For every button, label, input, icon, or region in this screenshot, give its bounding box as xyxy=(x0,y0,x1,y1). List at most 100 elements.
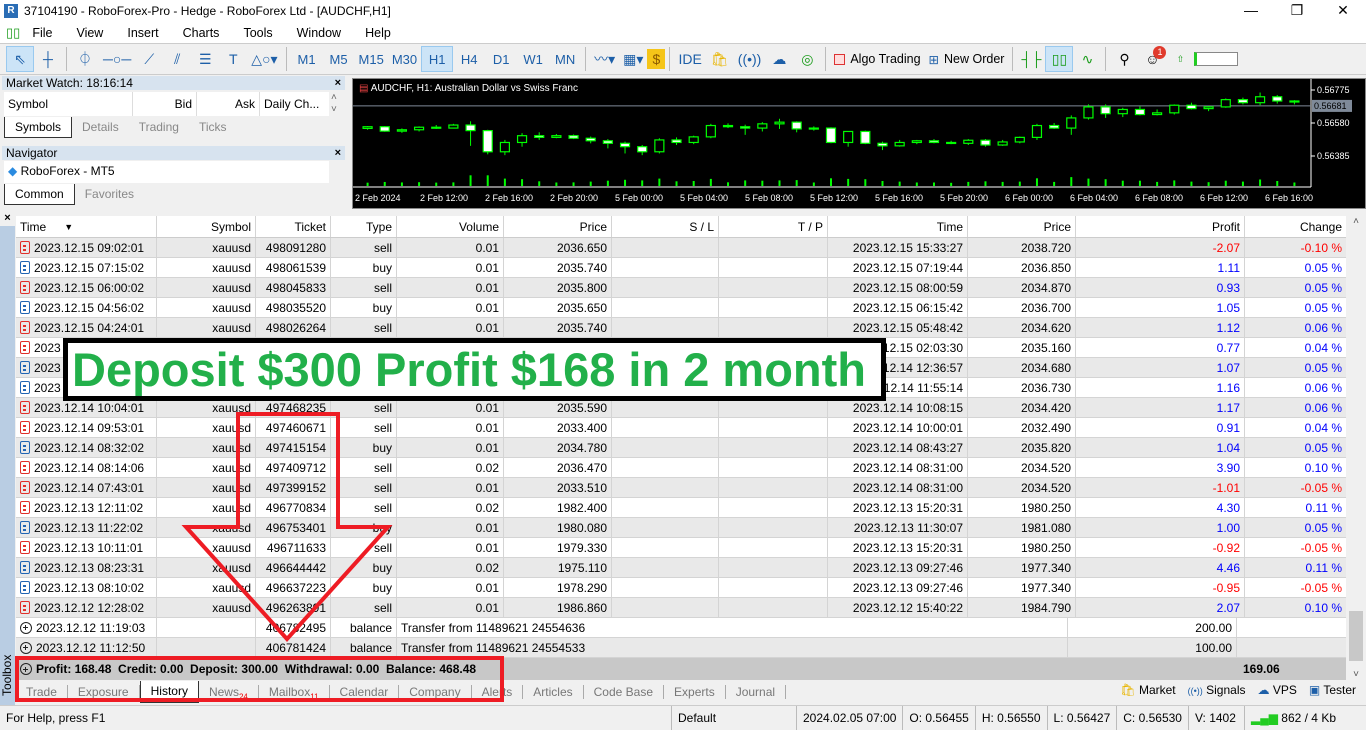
tab-details[interactable]: Details xyxy=(82,120,119,134)
dollar-icon[interactable]: $ xyxy=(647,49,666,69)
tab-trade[interactable]: Trade xyxy=(16,684,68,699)
vps-cloud-icon[interactable]: ☁ xyxy=(772,50,787,67)
table-row[interactable]: 2023.12.13 10:11:01 xauusd 496711633 sell 0.… xyxy=(16,538,1346,558)
menu-tools[interactable]: Tools xyxy=(243,25,273,40)
horizontal-line-icon[interactable]: ─○─ xyxy=(103,51,132,67)
menu-view[interactable]: View xyxy=(76,25,104,40)
chart-type-icon[interactable]: 〰▾ xyxy=(594,51,616,67)
tab-trading[interactable]: Trading xyxy=(138,120,179,134)
column-symbol[interactable]: Symbol xyxy=(4,92,133,116)
table-row[interactable]: 2023.12.15 04:24:01 xauusd 498026264 sell 0.… xyxy=(16,318,1346,338)
navigator-item-roboforex[interactable]: ◆ RoboForex - MT5 xyxy=(4,161,329,183)
algo-trading-button[interactable]: Algo Trading xyxy=(830,46,924,72)
market-tab[interactable]: 🛍 Market xyxy=(1120,683,1175,697)
column-daily-change[interactable]: Daily Ch... xyxy=(264,97,320,111)
column-header-4[interactable]: Volume xyxy=(397,216,504,237)
bar-chart-icon[interactable]: ┤├ xyxy=(1021,51,1042,67)
close-icon[interactable]: × xyxy=(334,77,341,89)
restore-button[interactable]: ❐ xyxy=(1290,2,1304,18)
timeframe-m30[interactable]: M30 xyxy=(391,51,418,67)
signals-tab[interactable]: ((•)) Signals xyxy=(1188,683,1246,697)
table-row[interactable]: 2023.12.14 08:32:02 xauusd 497415154 buy 0.0… xyxy=(16,438,1346,458)
column-header-7[interactable]: T / P xyxy=(719,216,828,237)
cursor-icon[interactable]: ⇖ xyxy=(6,46,34,72)
scroll-arrows-icon[interactable]: ˄ ˅ xyxy=(331,92,337,115)
shapes-icon[interactable]: △○▾ xyxy=(251,50,278,67)
menu-file[interactable]: File xyxy=(32,25,53,40)
tab-mailbox[interactable]: Mailbox11 xyxy=(259,684,330,701)
search-icon[interactable]: ⚲ xyxy=(1119,50,1130,67)
column-header-9[interactable]: Price xyxy=(968,216,1076,237)
table-scrollbar[interactable]: ˄ ˅ xyxy=(1346,216,1366,680)
scroll-thumb[interactable] xyxy=(1349,611,1363,661)
ide-button[interactable]: IDE xyxy=(678,51,702,67)
table-row[interactable]: 2023.12.12 11:12:50 406781424 balance Trans… xyxy=(16,638,1346,658)
tab-alerts[interactable]: Alerts xyxy=(472,684,524,699)
tab-exposure[interactable]: Exposure xyxy=(68,684,140,699)
table-row[interactable]: 2023.12.14 07:43:01 xauusd 497399152 sell 0.… xyxy=(16,478,1346,498)
table-row[interactable]: 2023.12.14 09:53:01 xauusd 497460671 sell 0.… xyxy=(16,418,1346,438)
tab-history[interactable]: History xyxy=(139,680,199,703)
price-chart[interactable]: 0.56775 0.56580 0.56385 0.56681 2 Feb 2024 2 … xyxy=(352,78,1366,209)
channel-icon[interactable]: ⫽ xyxy=(174,50,181,67)
table-row[interactable]: 2023.12.15 09:02:01 xauusd 498091280 sell 0.… xyxy=(16,238,1346,258)
menu-insert[interactable]: Insert xyxy=(127,25,159,40)
tab-common[interactable]: Common xyxy=(4,184,75,205)
close-icon[interactable]: × xyxy=(334,147,341,159)
table-row[interactable]: 2023.12.13 11:22:02 xauusd 496753401 buy 0.0… xyxy=(16,518,1346,538)
table-row[interactable]: 2023.12.15 07:15:02 xauusd 498061539 buy 0.0… xyxy=(16,258,1346,278)
tab-calendar[interactable]: Calendar xyxy=(330,684,400,699)
column-header-6[interactable]: S / L xyxy=(612,216,719,237)
column-bid[interactable]: Bid xyxy=(133,92,197,116)
notifications-icon[interactable]: ☺ 1 xyxy=(1138,46,1167,72)
tab-code-base[interactable]: Code Base xyxy=(584,684,665,699)
scroll-up-icon[interactable]: ˄ xyxy=(1353,216,1359,227)
tab-experts[interactable]: Experts xyxy=(664,684,726,699)
tab-company[interactable]: Company xyxy=(399,684,472,699)
trendline-icon[interactable]: ⟋ xyxy=(144,50,155,67)
new-order-button[interactable]: ⊞ New Order xyxy=(925,46,1009,72)
tester-tab[interactable]: ▣ Tester xyxy=(1309,683,1356,697)
timeframe-h1[interactable]: H1 xyxy=(421,46,454,72)
status-traffic[interactable]: ▂▄▆ 862 / 4 Kb xyxy=(1245,706,1342,730)
vps-tab[interactable]: ☁ VPS xyxy=(1257,683,1296,697)
column-header-2[interactable]: Ticket xyxy=(256,216,331,237)
timeframe-m15[interactable]: M15 xyxy=(358,51,384,67)
table-row[interactable]: 2023.12.15 04:56:02 xauusd 498035520 buy 0.0… xyxy=(16,298,1346,318)
menu-window[interactable]: Window xyxy=(296,25,342,40)
timeframe-m1[interactable]: M1 xyxy=(297,51,316,67)
crosshair-icon[interactable]: ┼ xyxy=(43,51,53,67)
table-row[interactable]: 2023.12.14 10:04:01 xauusd 497468235 sell 0.… xyxy=(16,398,1346,418)
fibonacci-icon[interactable]: ☰ xyxy=(199,50,212,67)
timeframe-h4[interactable]: H4 xyxy=(460,51,478,67)
column-header-0[interactable]: Time ▼ xyxy=(16,216,157,237)
timeframe-mn[interactable]: MN xyxy=(555,51,576,67)
column-ask[interactable]: Ask xyxy=(197,92,260,116)
table-row[interactable]: 2023.12.14 08:14:06 xauusd 497409712 sell 0.… xyxy=(16,458,1346,478)
market-bag-icon[interactable]: 🛍 xyxy=(710,50,729,67)
column-header-5[interactable]: Price xyxy=(504,216,612,237)
column-header-11[interactable]: Change xyxy=(1299,220,1342,234)
line-chart-icon[interactable]: ∿ xyxy=(1081,50,1094,67)
vertical-line-icon[interactable]: ⏀ xyxy=(78,51,92,67)
tab-articles[interactable]: Articles xyxy=(523,684,584,699)
table-row[interactable]: 2023.12.12 12:28:02 xauusd 496263891 sell 0.… xyxy=(16,598,1346,618)
table-row[interactable]: 2023.12.15 06:00:02 xauusd 498045833 sell 0.… xyxy=(16,278,1346,298)
tab-ticks[interactable]: Ticks xyxy=(198,120,227,134)
tab-news[interactable]: News24 xyxy=(199,684,259,701)
timeframe-m5[interactable]: M5 xyxy=(329,51,348,67)
menu-charts[interactable]: Charts xyxy=(182,25,220,40)
virtual-hosting-icon[interactable]: ◎ xyxy=(801,50,814,67)
status-profile[interactable]: Default xyxy=(672,706,797,730)
tab-journal[interactable]: Journal xyxy=(726,684,787,699)
column-header-10[interactable]: Profit xyxy=(1076,216,1245,237)
column-header-8[interactable]: Time xyxy=(828,216,968,237)
table-row[interactable]: 2023.12.13 12:11:02 xauusd 496770834 sell 0.… xyxy=(16,498,1346,518)
candlestick-icon[interactable]: ▯▯ xyxy=(1045,46,1074,72)
minimize-button[interactable]: — xyxy=(1244,2,1258,18)
toolbox-close-icon[interactable]: × xyxy=(0,212,15,226)
text-icon[interactable]: T xyxy=(229,51,238,67)
tab-symbols[interactable]: Symbols xyxy=(4,117,73,138)
column-header-1[interactable]: Symbol xyxy=(157,216,256,237)
column-header-3[interactable]: Type xyxy=(331,216,397,237)
